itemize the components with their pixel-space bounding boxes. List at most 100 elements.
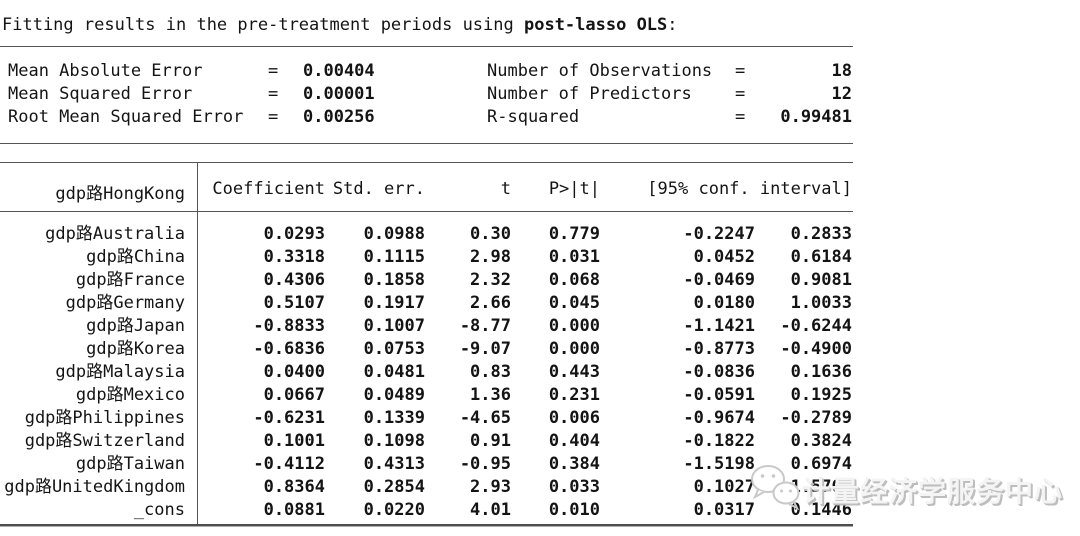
ci-upper: -0.6244 [780, 316, 852, 336]
table-row: gdp路Korea -0.6836 0.0753 -9.07 0.000 -0.… [0, 338, 853, 361]
ci-upper: 1.0033 [790, 293, 852, 313]
stat-row-mae: Mean Absolute Error = 0.00404 [8, 60, 375, 83]
header-conf-interval: [95% conf. interval] [647, 179, 852, 199]
coefficient-value: -0.6836 [253, 339, 325, 359]
watermark: 计量经济学服务中心 [748, 461, 1063, 518]
std-err-value: 0.0220 [363, 500, 425, 520]
p-value: 0.404 [548, 431, 600, 451]
p-value: 0.033 [548, 477, 600, 497]
ci-upper: 1.5701 [790, 477, 852, 497]
row-label: gdp路Japan [86, 316, 185, 336]
wechat-icon [748, 461, 802, 518]
std-err-value: 0.2854 [363, 477, 425, 497]
t-value: -9.07 [459, 339, 511, 359]
ci-upper: 0.1925 [790, 385, 852, 405]
equals-sign: = [735, 61, 746, 81]
table-row: gdp路Australia 0.0293 0.0988 0.30 0.779 -… [0, 223, 853, 246]
ci-lower: -0.2247 [683, 224, 755, 244]
ci-lower: -1.1421 [683, 316, 755, 336]
coefficient-value: 0.0293 [263, 224, 325, 244]
coefficient-value: -0.8833 [253, 316, 325, 336]
stat-value: 0.00404 [303, 61, 375, 81]
t-value: -0.95 [459, 454, 511, 474]
table-row: gdp路Malaysia 0.0400 0.0481 0.83 0.443 -0… [0, 361, 853, 384]
rule-table-bottom [0, 524, 853, 527]
row-label: gdp路Malaysia [55, 362, 185, 382]
stat-row-mse: Mean Squared Error = 0.00001 [8, 83, 375, 106]
dependent-variable: gdp路HongKong [55, 184, 185, 204]
t-value: 0.30 [470, 224, 511, 244]
p-value: 0.010 [548, 500, 600, 520]
coefficient-value: 0.0400 [263, 362, 325, 382]
table-row: gdp路Germany 0.5107 0.1917 2.66 0.045 0.0… [0, 292, 853, 315]
ci-upper: -0.4900 [780, 339, 852, 359]
coefficient-value: 0.3318 [263, 247, 325, 267]
ci-lower: 0.0452 [693, 247, 755, 267]
equals-sign: = [268, 84, 279, 104]
table-row: gdp路UnitedKingdom 0.8364 0.2854 2.93 0.0… [0, 476, 853, 499]
ci-upper: 0.6974 [790, 454, 852, 474]
row-label: gdp路Switzerland [24, 431, 185, 451]
table-row: gdp路China 0.3318 0.1115 2.98 0.031 0.045… [0, 246, 853, 269]
p-value: 0.231 [548, 385, 600, 405]
row-label: gdp路China [86, 247, 185, 267]
rule-under-title [0, 46, 853, 47]
table-row: gdp路Mexico 0.0667 0.0489 1.36 0.231 -0.0… [0, 384, 853, 407]
row-label: gdp路Mexico [75, 385, 185, 405]
ci-lower: -0.1822 [683, 431, 755, 451]
p-value: 0.045 [548, 293, 600, 313]
row-label: gdp路Korea [86, 339, 185, 359]
rule-under-stats [0, 143, 853, 144]
p-value: 0.384 [548, 454, 600, 474]
t-value: 0.83 [470, 362, 511, 382]
ci-lower: 0.1027 [693, 477, 755, 497]
ci-upper: 0.3824 [790, 431, 852, 451]
ci-lower: -0.0836 [683, 362, 755, 382]
p-value: 0.443 [548, 362, 600, 382]
std-err-value: 0.1007 [363, 316, 425, 336]
p-value: 0.779 [548, 224, 600, 244]
coefficient-value: -0.6231 [253, 408, 325, 428]
header-std-err: Std. err. [332, 179, 425, 199]
ci-lower: -1.5198 [683, 454, 755, 474]
ci-lower: -0.9674 [683, 408, 755, 428]
equals-sign: = [268, 107, 279, 127]
ci-lower: 0.0317 [693, 500, 755, 520]
equals-sign: = [735, 84, 746, 104]
stat-value: 18 [831, 61, 852, 81]
ci-upper: 0.6184 [790, 247, 852, 267]
coefficient-value: 0.8364 [263, 477, 325, 497]
row-label: gdp路UnitedKingdom [4, 477, 185, 497]
coefficient-value: 0.4306 [263, 270, 325, 290]
row-label: gdp路Philippines [24, 408, 185, 428]
ci-lower: -0.8773 [683, 339, 755, 359]
t-value: -4.65 [459, 408, 511, 428]
ci-upper: 0.9081 [790, 270, 852, 290]
row-label: gdp路Australia [45, 224, 185, 244]
stat-label: Number of Observations [487, 61, 713, 81]
stat-value: 12 [831, 84, 852, 104]
t-value: 4.01 [470, 500, 511, 520]
equals-sign: = [268, 61, 279, 81]
stat-row-observations: Number of Observations = 18 [487, 60, 852, 83]
ci-lower: 0.0180 [693, 293, 755, 313]
coefficient-value: -0.4112 [253, 454, 325, 474]
coefficient-value: 0.5107 [263, 293, 325, 313]
std-err-value: 0.0988 [363, 224, 425, 244]
header-p-value: P>|t| [548, 179, 600, 199]
row-label: gdp路France [75, 270, 185, 290]
stat-row-rsquared: R-squared = 0.99481 [487, 106, 852, 129]
t-value: -8.77 [459, 316, 511, 336]
fit-stats-right: Number of Observations = 18 Number of Pr… [487, 60, 852, 129]
table-column-divider [197, 162, 198, 524]
stat-label: R-squared [487, 107, 580, 127]
std-err-value: 0.0489 [363, 385, 425, 405]
table-row: gdp路Taiwan -0.4112 0.4313 -0.95 0.384 -1… [0, 453, 853, 476]
stat-value: 0.00001 [303, 84, 375, 104]
results-title: Fitting results in the pre-treatment per… [2, 15, 678, 35]
ci-lower: -0.0469 [683, 270, 755, 290]
t-value: 0.91 [470, 431, 511, 451]
std-err-value: 0.0753 [363, 339, 425, 359]
ci-upper: 0.1636 [790, 362, 852, 382]
stat-label: Number of Predictors [487, 84, 692, 104]
